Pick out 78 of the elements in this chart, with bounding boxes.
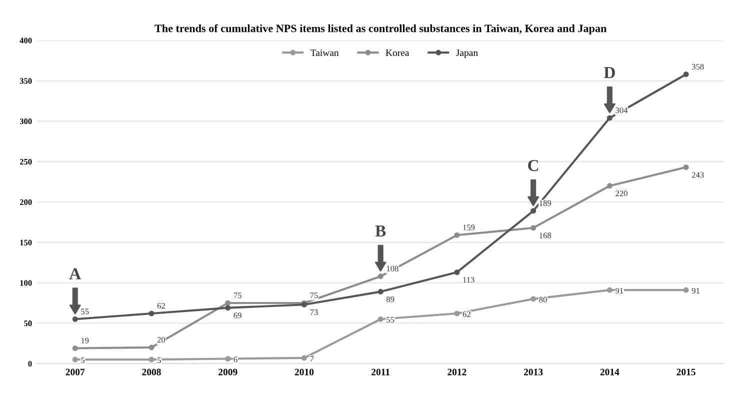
y-tick-label: 300	[20, 118, 32, 124]
y-tick-label: 350	[20, 78, 32, 84]
y-tick-label: 400	[20, 38, 32, 44]
legend-label: Korea	[386, 50, 410, 56]
x-tick-label: 2009	[218, 368, 238, 376]
point	[225, 356, 231, 362]
point	[148, 344, 154, 350]
data-label: 75	[310, 292, 318, 298]
x-tick-label: 2015	[676, 368, 696, 376]
point	[454, 310, 460, 316]
data-label: 7	[310, 356, 314, 362]
point	[148, 356, 154, 362]
data-label: 189	[540, 200, 552, 206]
data-label: 220	[616, 190, 628, 196]
point	[683, 164, 689, 170]
x-tick-label: 2011	[372, 368, 390, 376]
point	[530, 296, 536, 302]
point	[72, 356, 78, 362]
point	[530, 208, 536, 214]
y-tick-label: 100	[20, 280, 32, 286]
data-label: 113	[463, 277, 474, 283]
point	[530, 225, 536, 231]
data-label: 243	[692, 172, 704, 178]
legend-label: Taiwan	[310, 50, 339, 56]
data-label: 89	[386, 296, 394, 302]
x-tick-label: 2012	[448, 368, 466, 376]
data-label: 20	[157, 336, 166, 343]
data-label: 55	[386, 317, 394, 323]
x-tick-label: 2013	[524, 368, 543, 376]
annotation: B	[375, 226, 386, 236]
data-label: 62	[157, 303, 165, 309]
point	[225, 300, 231, 306]
point	[378, 274, 384, 280]
point	[148, 310, 154, 316]
point	[454, 270, 460, 276]
data-label: 91	[692, 288, 700, 294]
data-label: 80	[539, 296, 547, 302]
data-label: 358	[692, 64, 704, 70]
data-label: 108	[386, 266, 398, 272]
data-label: 5	[158, 357, 161, 364]
point	[454, 232, 460, 238]
data-label: 75	[234, 292, 242, 298]
point	[606, 115, 612, 121]
data-label: 69	[234, 312, 242, 318]
y-tick-label: 0	[28, 360, 32, 367]
x-tick-label: 2007	[66, 368, 85, 376]
y-tick-label: 50	[24, 320, 32, 326]
data-label: 62	[462, 311, 470, 317]
data-label: 19	[81, 338, 89, 344]
x-tick-label: 2010	[294, 368, 314, 376]
y-tick-label: 200	[20, 199, 32, 205]
annotation: D	[604, 67, 615, 78]
point	[683, 72, 689, 78]
point	[225, 305, 231, 311]
data-label: 168	[540, 232, 552, 238]
annotation: A	[69, 268, 82, 280]
point	[683, 287, 689, 293]
y-tick-label: 150	[20, 240, 32, 246]
data-label: 73	[310, 309, 318, 316]
data-label: 159	[463, 224, 475, 230]
legend-label: Japan	[456, 50, 478, 58]
point	[301, 355, 307, 361]
point	[606, 183, 612, 189]
data-label: 91	[616, 288, 624, 294]
data-label: 6	[234, 356, 238, 362]
data-label: 55	[81, 308, 89, 314]
point	[72, 316, 78, 322]
y-tick-label: 250	[20, 158, 32, 165]
data-label: 5	[81, 357, 85, 364]
annotation: C	[528, 160, 538, 172]
chart-title: The trends of cumulative NPS items listed as controlled substances in Taiwan, Korea and Japan	[154, 24, 607, 34]
data-label: 304	[616, 107, 628, 114]
point	[378, 316, 384, 322]
x-tick-label: 2014	[600, 368, 620, 376]
x-tick-label: 2008	[142, 368, 161, 376]
point	[72, 345, 78, 352]
point	[378, 288, 384, 294]
point	[606, 287, 612, 293]
